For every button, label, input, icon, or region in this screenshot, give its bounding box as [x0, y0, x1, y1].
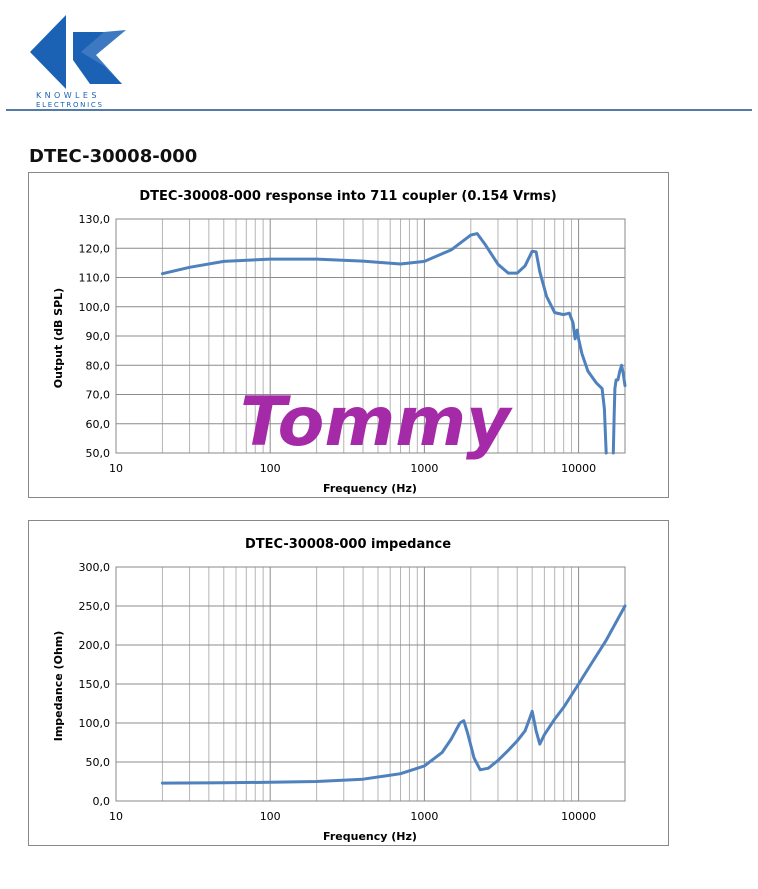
y-tick-label: 100,0: [79, 717, 111, 730]
chart-frame: [28, 520, 669, 846]
y-tick-label: 50,0: [86, 756, 111, 769]
y-tick-label: 130,0: [79, 213, 111, 226]
watermark: Tommy: [240, 383, 513, 462]
brand-header: KNOWLES ELECTRONICS: [6, 15, 752, 111]
impedance-chart: DTEC-30008-000 impedance 0,0 50,0 100,0 150…: [28, 520, 669, 846]
grid: [115, 218, 626, 454]
chart-title: DTEC-30008-000 impedance: [245, 537, 451, 552]
x-ticks: 10 100 1000 10000: [109, 810, 596, 823]
chart-frame: [28, 172, 669, 498]
x-tick-label: 100: [260, 462, 281, 475]
x-tick-label: 10: [109, 810, 123, 823]
knowles-logo-icon: [30, 15, 126, 89]
response-chart: DTEC-30008-000 response into 711 coupler…: [28, 172, 669, 498]
y-ticks: 50,0 60,0 70,0 80,0 90,0 100,0 110,0 120,0 130,0: [79, 213, 111, 460]
brand-line1: KNOWLES: [36, 91, 100, 100]
x-tick-label: 1000: [410, 462, 438, 475]
x-tick-label: 10000: [561, 462, 596, 475]
y-tick-label: 100,0: [79, 301, 111, 314]
x-ticks: 10 100 1000 10000: [109, 462, 596, 475]
brand-line2: ELECTRONICS: [36, 101, 104, 109]
series-line: [611, 363, 627, 455]
y-tick-label: 110,0: [79, 272, 111, 285]
chart-title: DTEC-30008-000 response into 711 coupler…: [139, 189, 556, 204]
y-tick-label: 300,0: [79, 561, 111, 574]
y-tick-label: 50,0: [86, 447, 111, 460]
y-tick-label: 60,0: [86, 418, 111, 431]
x-tick-label: 1000: [410, 810, 438, 823]
y-tick-label: 250,0: [79, 600, 111, 613]
y-tick-label: 150,0: [79, 678, 111, 691]
series-line: [160, 232, 608, 455]
y-ticks: 0,0 50,0 100,0 150,0 200,0 250,0 300,0: [79, 561, 111, 808]
y-tick-label: 120,0: [79, 242, 111, 255]
y-tick-label: 70,0: [86, 389, 111, 402]
y-tick-label: 90,0: [86, 330, 111, 343]
plot-area: [115, 566, 626, 802]
y-tick-label: 0,0: [93, 795, 111, 808]
series-lines: [160, 232, 627, 455]
y-axis-label: Output (dB SPL): [52, 288, 65, 388]
x-tick-label: 10: [109, 462, 123, 475]
x-axis-label: Frequency (Hz): [323, 830, 417, 843]
y-tick-label: 80,0: [86, 359, 111, 372]
y-axis-label: Impedance (Ohm): [52, 631, 65, 742]
plot-area: [115, 218, 626, 454]
series-lines: [160, 604, 627, 785]
page-title: DTEC-30008-000: [29, 146, 198, 167]
series-line: [160, 604, 627, 785]
y-tick-label: 200,0: [79, 639, 111, 652]
x-tick-label: 100: [260, 810, 281, 823]
x-tick-label: 10000: [561, 810, 596, 823]
x-axis-label: Frequency (Hz): [323, 482, 417, 495]
